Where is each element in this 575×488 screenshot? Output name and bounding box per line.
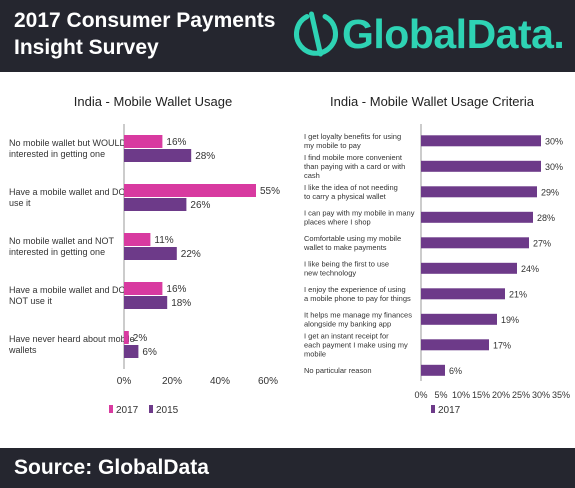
x-tick-label: 20% xyxy=(162,376,182,387)
data-label: 2% xyxy=(133,333,148,344)
legend: 2017 xyxy=(431,405,461,416)
data-label: 6% xyxy=(142,347,157,358)
data-label: 55% xyxy=(260,186,280,197)
x-tick-label: 15% xyxy=(472,390,490,400)
mobile-wallet-usage-criteria-chart: India - Mobile Wallet Usage Criteria I g… xyxy=(303,94,570,416)
category-label: I enjoy the experience of using a mobile … xyxy=(304,285,411,303)
category-label: Have a mobile wallet and DO NOT use it xyxy=(9,285,126,306)
bar-2017 xyxy=(124,331,129,344)
bar-2015 xyxy=(124,149,192,162)
category-label: I can pay with my mobile in many places w… xyxy=(304,208,415,226)
category-label: No particular reason xyxy=(304,366,372,375)
data-label: 16% xyxy=(166,284,186,295)
legend: 2017 2015 xyxy=(109,405,179,416)
chart-title: India - Mobile Wallet Usage xyxy=(74,94,232,109)
data-label: 22% xyxy=(181,249,201,260)
data-label: 30% xyxy=(545,162,563,172)
data-label: 29% xyxy=(541,187,559,197)
chart-title: India - Mobile Wallet Usage Criteria xyxy=(330,94,535,109)
category-label: Comfortable using my mobile wallet to mak… xyxy=(303,234,401,252)
bar-2015 xyxy=(124,247,177,260)
legend-label-2017: 2017 xyxy=(116,405,139,416)
legend-label-2017: 2017 xyxy=(438,405,461,416)
legend-swatch-2017 xyxy=(431,405,435,413)
bar-2017 xyxy=(124,135,163,148)
bar-2017 xyxy=(421,364,445,376)
legend-swatch-2015 xyxy=(149,405,153,413)
globaldata-logo-icon xyxy=(294,11,338,57)
bar-2017 xyxy=(421,211,533,223)
x-tick-label: 30% xyxy=(532,390,550,400)
bar-2017 xyxy=(124,184,256,197)
legend-swatch-2017 xyxy=(109,405,113,413)
data-label: 11% xyxy=(154,235,173,246)
source-credit: Source: GlobalData xyxy=(14,456,209,479)
bar-2015 xyxy=(124,296,168,309)
data-label: 26% xyxy=(190,200,210,211)
bar-2017 xyxy=(421,288,505,300)
header-banner: 2017 Consumer Payments Insight Survey Gl… xyxy=(0,0,575,72)
survey-title: 2017 Consumer Payments Insight Survey xyxy=(14,9,276,59)
data-label: 17% xyxy=(493,340,511,350)
x-tick-label: 10% xyxy=(452,390,470,400)
footer-banner: Source: GlobalData xyxy=(0,448,575,488)
data-label: 19% xyxy=(501,315,519,325)
bar-2015 xyxy=(124,198,187,211)
legend-label-2015: 2015 xyxy=(156,405,179,416)
x-tick-label: 25% xyxy=(512,390,530,400)
data-label: 16% xyxy=(166,137,186,148)
x-tick-label: 40% xyxy=(210,376,230,387)
category-label: It helps me manage my finances alongside … xyxy=(304,310,412,328)
category-label: No mobile wallet but WOULD be interested … xyxy=(9,138,139,159)
bar-2017 xyxy=(124,233,151,246)
data-label: 24% xyxy=(521,264,539,274)
category-label: I like being the first to use new technol… xyxy=(304,259,389,277)
x-tick-label: 60% xyxy=(258,376,278,387)
x-tick-label: 0% xyxy=(414,390,427,400)
data-label: 30% xyxy=(545,136,563,146)
data-label: 21% xyxy=(509,289,527,299)
data-label: 6% xyxy=(449,366,462,376)
globaldata-logo-text: GlobalData. xyxy=(342,11,565,57)
data-label: 18% xyxy=(171,298,191,309)
category-label: No mobile wallet and NOT interested in ge… xyxy=(9,236,115,257)
data-label: 27% xyxy=(533,238,551,248)
category-label: I find mobile more convenient than paying… xyxy=(304,153,405,180)
x-tick-label: 5% xyxy=(434,390,447,400)
x-tick-label: 0% xyxy=(117,376,132,387)
mobile-wallet-usage-chart: India - Mobile Wallet Usage No mobile wa… xyxy=(8,94,280,416)
category-label: I get loyalty benefits for using my mobil… xyxy=(304,132,401,150)
bar-2017 xyxy=(421,237,529,249)
x-tick-label: 20% xyxy=(492,390,510,400)
data-label: 28% xyxy=(195,151,215,162)
bar-2017 xyxy=(124,282,163,295)
bar-2017 xyxy=(421,339,489,351)
bar-2017 xyxy=(421,262,517,274)
category-label: Have never heard about mobile wallets xyxy=(8,334,135,355)
data-label: 28% xyxy=(537,213,555,223)
bar-2017 xyxy=(421,135,541,147)
category-label: I get an instant receipt for each payment… xyxy=(304,331,408,358)
category-label: Have a mobile wallet and DO use it xyxy=(9,187,126,208)
bar-2017 xyxy=(421,186,537,198)
x-tick-label: 35% xyxy=(552,390,570,400)
category-label: I like the idea of not needing to carry a… xyxy=(304,183,398,201)
bar-2015 xyxy=(124,345,139,358)
bar-2017 xyxy=(421,160,541,172)
bar-2017 xyxy=(421,313,497,325)
charts-area: India - Mobile Wallet Usage No mobile wa… xyxy=(8,94,570,416)
